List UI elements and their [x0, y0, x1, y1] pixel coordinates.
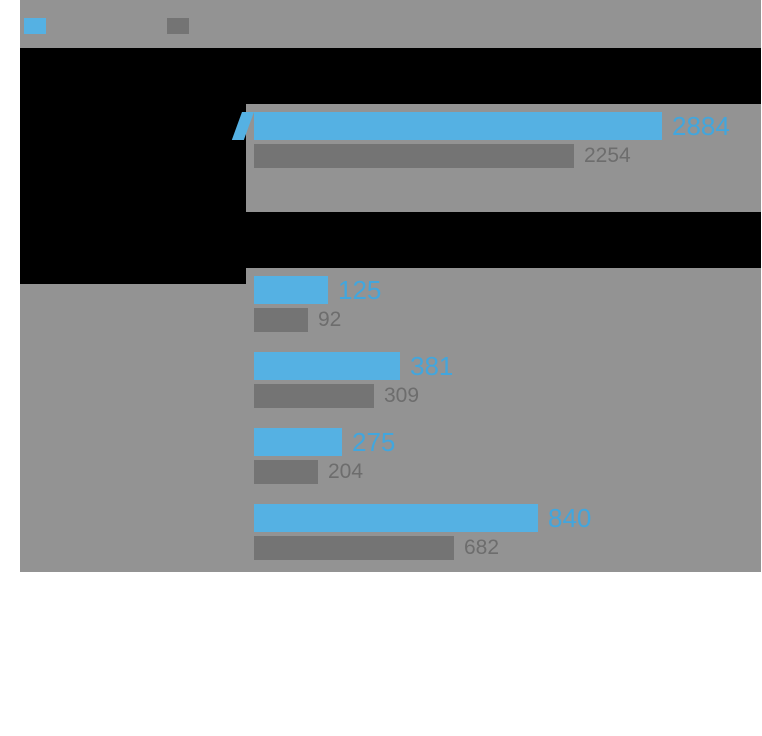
bar-line-primary: 275: [254, 428, 745, 456]
section-header: [20, 212, 761, 268]
bar-row: 275 204: [246, 420, 761, 496]
bar-row: 2884 2254: [20, 104, 761, 176]
bar-secondary: [254, 144, 574, 168]
label-strip: [20, 268, 246, 284]
label-cell-extension: [20, 176, 246, 212]
bar-value-secondary: 682: [464, 536, 499, 560]
bar-value-secondary: 92: [318, 308, 341, 332]
group-label-column: [20, 268, 246, 572]
bar-line-primary: 840: [254, 504, 745, 532]
bar-row: 381 309: [246, 344, 761, 420]
bar-line-primary: 2884: [254, 112, 745, 140]
bar-primary: [254, 112, 662, 140]
bar-line-secondary: 204: [254, 460, 745, 484]
chart-container: Series A Series B 2884 2254: [20, 0, 761, 572]
bar-primary: [254, 504, 538, 532]
bar-secondary: [254, 460, 318, 484]
bar-secondary: [254, 536, 454, 560]
bar-primary: [254, 428, 342, 456]
row-bars: 2884 2254: [246, 104, 761, 176]
legend: Series A Series B: [20, 14, 761, 38]
bar-value-secondary: 204: [328, 460, 363, 484]
bar-secondary: [254, 308, 308, 332]
bar-value-secondary: 2254: [584, 144, 631, 168]
bar-row: 840 682: [246, 496, 761, 572]
bar-line-secondary: 92: [254, 308, 745, 332]
bar-value-primary: 125: [338, 275, 381, 306]
bar-value-primary: 840: [548, 503, 591, 534]
row-label-cell: [20, 104, 246, 176]
bar-line-secondary: 682: [254, 536, 745, 560]
legend-swatch-primary: [24, 18, 46, 34]
bar-secondary: [254, 384, 374, 408]
bar-value-secondary: 309: [384, 384, 419, 408]
bar-line-primary: 125: [254, 276, 745, 304]
bar-group: 125 92 381 309: [20, 268, 761, 572]
bar-line-secondary: 309: [254, 384, 745, 408]
bar-line-secondary: 2254: [254, 144, 745, 168]
rows-stack: 125 92 381 309: [246, 268, 761, 572]
bar-primary: [254, 276, 328, 304]
bar-primary: [254, 352, 400, 380]
bar-row: 125 92: [246, 268, 761, 344]
section-header: [20, 48, 761, 104]
bar-value-primary: 2884: [672, 111, 730, 142]
legend-swatch-secondary: [167, 18, 189, 34]
bar-line-primary: 381: [254, 352, 745, 380]
bar-value-primary: 275: [352, 427, 395, 458]
bar-value-primary: 381: [410, 351, 453, 382]
